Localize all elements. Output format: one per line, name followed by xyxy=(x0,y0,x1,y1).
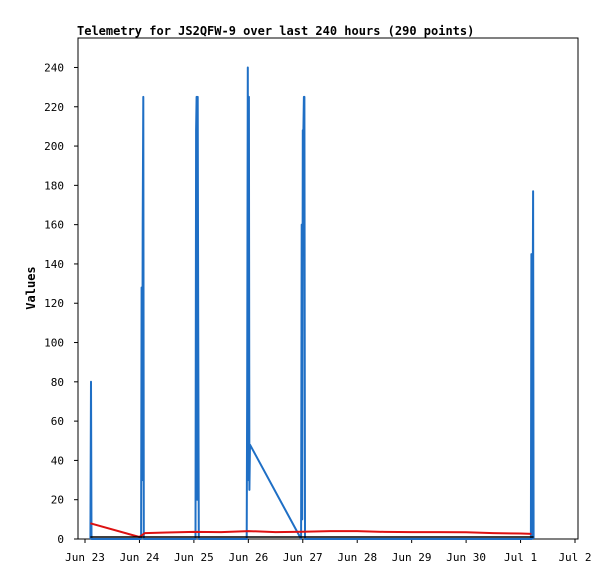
x-tick-label: Jun 26 xyxy=(228,551,268,564)
x-tick-label: Jun 27 xyxy=(283,551,323,564)
x-tick-label: Jul 2 xyxy=(558,551,591,564)
plot-frame xyxy=(77,37,579,540)
y-tick-label: 180 xyxy=(44,179,64,192)
y-tick-label: 60 xyxy=(51,415,64,428)
y-tick-label: 40 xyxy=(51,454,64,467)
series-line-red xyxy=(90,522,532,538)
y-tick-label: 200 xyxy=(44,140,64,153)
y-tick-label: 160 xyxy=(44,219,64,232)
y-tick-label: 100 xyxy=(44,337,64,350)
x-tick-label: Jun 30 xyxy=(446,551,486,564)
x-tick-label: Jun 23 xyxy=(65,551,105,564)
y-tick-label: 80 xyxy=(51,376,64,389)
y-tick-label: 120 xyxy=(44,297,64,310)
y-axis-label: Values xyxy=(24,266,38,309)
y-tick-label: 240 xyxy=(44,61,64,74)
axis-ticks: 0 20 40 60 80 100 120 140 160 180 200 220 240 Jun 23 J… xyxy=(44,61,591,564)
y-tick-label: 0 xyxy=(57,533,64,546)
y-tick-label: 140 xyxy=(44,258,64,271)
chart-title: Telemetry for JS2QFW-9 over last 240 hou… xyxy=(77,24,474,38)
x-tick-label: Jun 29 xyxy=(392,551,432,564)
x-tick-label: Jun 25 xyxy=(174,551,214,564)
x-tick-label: Jul 1 xyxy=(504,551,537,564)
series-line-blue xyxy=(89,66,535,540)
x-tick-label: Jun 24 xyxy=(120,551,160,564)
x-tick-label: Jun 28 xyxy=(337,551,377,564)
series-lines xyxy=(89,66,535,540)
y-tick-label: 220 xyxy=(44,101,64,114)
y-tick-label: 20 xyxy=(51,494,64,507)
